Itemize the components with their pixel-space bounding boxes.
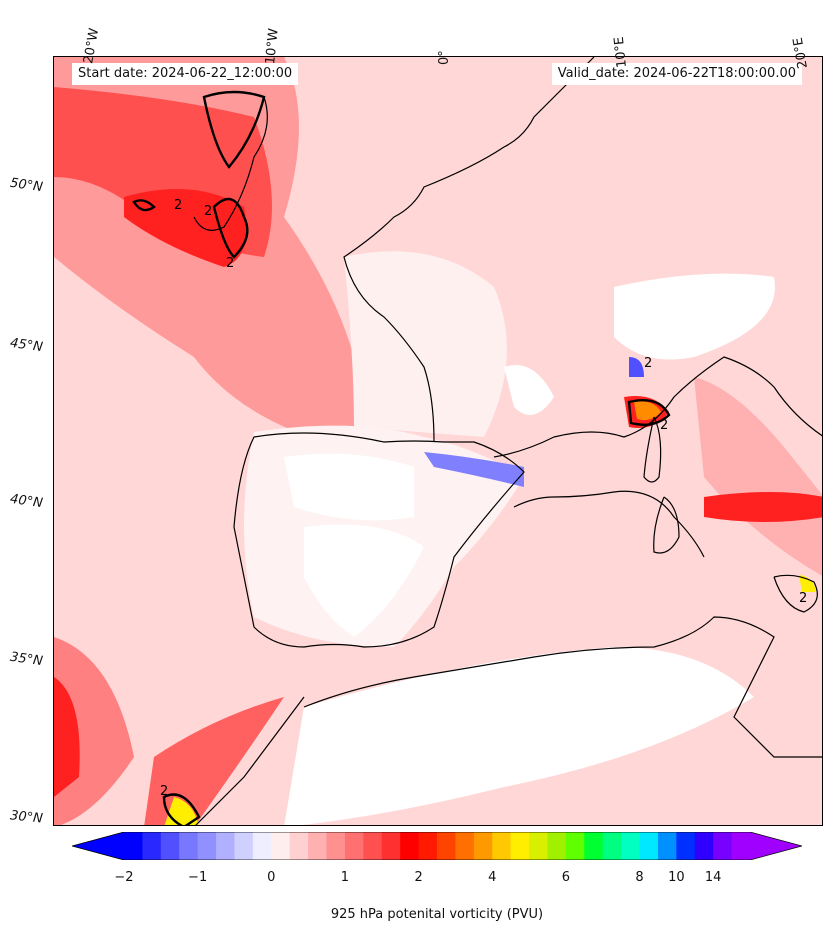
lon-label-0: 0° <box>437 50 452 65</box>
alps-white <box>614 273 775 360</box>
colorbar-segment <box>621 832 641 860</box>
colorbar-segment <box>124 832 143 860</box>
start-date-label: Start date: 2024-06-22_12:00:00 <box>72 63 299 85</box>
lat-label-40n: 40°N <box>9 491 44 512</box>
alps-white-2 <box>504 365 554 415</box>
lat-label-50n: 50°N <box>9 175 44 196</box>
france <box>344 251 507 437</box>
north-africa-white <box>284 647 754 825</box>
colorbar-segment <box>510 832 530 860</box>
lon-label-10e: 10°E <box>611 35 630 69</box>
colorbar-max-extend <box>750 832 802 860</box>
colorbar-segment <box>400 832 420 860</box>
colorbar-segment <box>731 832 751 860</box>
iberia-white-1 <box>284 453 414 521</box>
colorbar-segment <box>602 832 622 860</box>
cbar-tick-1: 1 <box>340 870 350 885</box>
colorbar-min-extend <box>72 832 124 860</box>
cbar-tick-14: 14 <box>704 870 722 885</box>
contour-label-1: 2 <box>174 198 182 213</box>
colorbar <box>72 832 802 860</box>
map-panel: 2 2 2 2 2 2 2 <box>53 56 823 826</box>
blue-spot <box>629 357 644 377</box>
colorbar-segment <box>308 832 328 860</box>
pv-contours <box>132 90 671 825</box>
colorbar-segment <box>565 832 585 860</box>
south-core <box>54 677 80 797</box>
italy <box>694 377 822 576</box>
colorbar-segment <box>197 832 217 860</box>
contour-label-2: 2 <box>226 256 234 271</box>
lat-label-45n: 45°N <box>9 335 44 356</box>
colorbar-segment <box>179 832 199 860</box>
cbar-tick-0: 0 <box>267 870 276 885</box>
contour-label-4: 2 <box>660 418 668 433</box>
tyrrhenian-band <box>704 492 822 522</box>
colorbar-segment <box>234 832 254 860</box>
colorbar-segment <box>713 832 733 860</box>
cbar-tick-6: 6 <box>561 870 571 885</box>
contour-label-5: 2 <box>160 784 168 799</box>
colorbar-segment <box>271 832 291 860</box>
colorbar-segment <box>418 832 438 860</box>
cbar-tick-m1: −1 <box>188 870 208 885</box>
lat-label-30n: 30°N <box>9 808 44 827</box>
colorbar-segment <box>676 832 696 860</box>
corsica-orange <box>634 401 661 421</box>
cbar-tick-m2: −2 <box>114 870 134 885</box>
colorbar-segment <box>492 832 512 860</box>
colorbar-segment <box>142 832 162 860</box>
colorbar-segment <box>160 832 180 860</box>
colorbar-segment <box>216 832 235 860</box>
colorbar-segment <box>289 832 309 860</box>
colorbar-segment <box>547 832 567 860</box>
colorbar-segment <box>381 832 401 860</box>
colorbar-segment <box>694 832 714 860</box>
colorbar-segment <box>344 832 364 860</box>
atlantic-max <box>124 189 247 267</box>
contour-label-3: 2 <box>204 204 212 219</box>
contour-label-7: 2 <box>799 591 807 606</box>
ebro-blue <box>424 452 524 487</box>
colorbar-title: 925 hPa potenital vorticity (PVU) <box>330 907 544 922</box>
iberia-white-2 <box>304 524 424 637</box>
cbar-tick-10: 10 <box>668 870 685 885</box>
contour-label-6: 2 <box>644 356 652 371</box>
sicily-yellow <box>799 575 816 592</box>
morocco-plume <box>144 697 284 825</box>
colorbar-segment <box>639 832 659 860</box>
colorbar-segment <box>473 832 493 860</box>
colorbar-segment <box>363 832 383 860</box>
colorbar-segment <box>252 832 272 860</box>
cbar-tick-4: 4 <box>488 870 497 885</box>
cbar-tick-8: 8 <box>635 870 644 885</box>
colorbar-segment <box>657 832 677 860</box>
colorbar-segment <box>584 832 604 860</box>
valid-date-label: Valid_date: 2024-06-22T18:00:00.00 <box>551 63 802 85</box>
colorbar-segment <box>529 832 548 860</box>
colorbar-segment <box>437 832 456 860</box>
coastlines <box>193 57 822 825</box>
colorbar-segment <box>455 832 475 860</box>
lat-label-35n: 35°N <box>9 649 44 670</box>
colorbar-segment <box>326 832 346 860</box>
pv-field: 2 2 2 2 2 2 2 <box>54 57 822 825</box>
cbar-tick-2: 2 <box>414 870 423 885</box>
